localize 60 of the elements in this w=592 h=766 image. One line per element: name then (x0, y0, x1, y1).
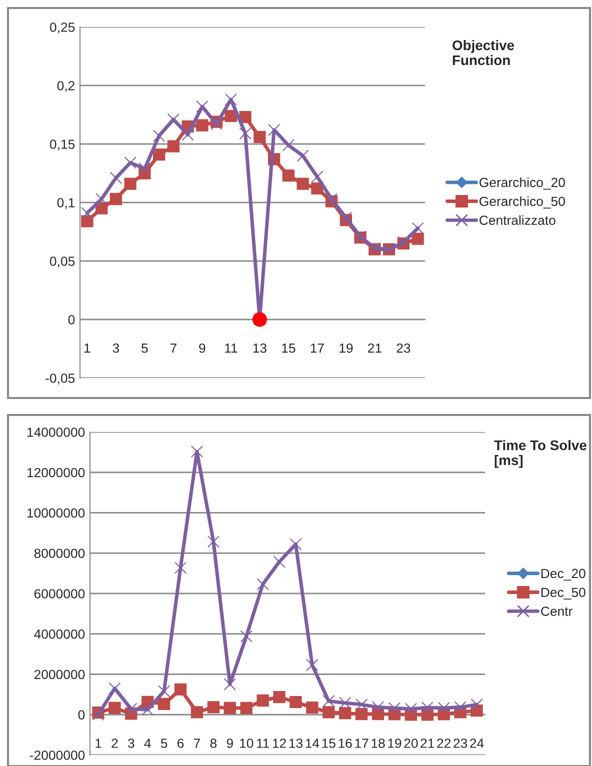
y-tick-label: 0,2 (57, 81, 74, 92)
x-tick-label: 21 (420, 738, 434, 748)
y-tick-label: 0,05 (50, 256, 75, 268)
x-tick-label: 14 (306, 738, 320, 748)
y-tick-label: 10000000 (27, 508, 85, 518)
legend-label: Dec_20 (541, 568, 586, 581)
x-tick-label: 5 (160, 738, 168, 748)
x-tick-label: 7 (194, 738, 200, 748)
text: Time To Solve [ms] (494, 440, 586, 468)
y-tick-label: 0 (78, 710, 85, 720)
x-tick-label: 9 (199, 343, 206, 353)
x-tick-label: 11 (256, 738, 270, 748)
y-tick-label: 4000000 (34, 629, 85, 639)
x-tick-label: 3 (112, 343, 120, 353)
x-tick-label: 1 (84, 344, 90, 353)
y-tick-label: -0,05 (46, 374, 75, 384)
x-tick-label: 9 (226, 738, 233, 748)
y-tick-label: -2000000 (30, 750, 85, 760)
x-tick-label: 18 (372, 738, 385, 748)
x-tick-label: 1 (96, 738, 102, 748)
x-tick-label: 4 (144, 738, 151, 748)
x-tick-label: 7 (170, 344, 176, 353)
y-tick-label: 0,25 (50, 22, 75, 34)
legend-label: Dec_50 (541, 588, 586, 600)
x-tick-label: 6 (178, 738, 184, 748)
y-tick-label: 0,15 (50, 140, 75, 150)
legend-label: Centralizzato (480, 215, 556, 225)
x-tick-label: 24 (470, 738, 484, 748)
x-tick-label: 19 (388, 738, 402, 748)
y-tick-label: 14000000 (27, 428, 85, 437)
x-tick-label: 23 (454, 738, 468, 748)
x-tick-label: 5 (142, 344, 148, 353)
x-tick-label: 17 (310, 344, 324, 353)
y-tick-label: 0 (68, 315, 75, 324)
y-tick-label: 2000000 (34, 670, 85, 680)
x-tick-label: 15 (322, 738, 336, 748)
legend-label: Gerarchico_50 (480, 196, 565, 209)
x-tick-label: 19 (340, 343, 353, 353)
x-tick-label: 3 (128, 738, 134, 748)
x-tick-label: 12 (272, 738, 286, 748)
legend-label: Gerarchico_20 (480, 177, 565, 190)
text: Objective Function (452, 40, 514, 66)
x-tick-label: 23 (396, 343, 410, 353)
y-tick-label: 12000000 (27, 468, 85, 478)
x-tick-label: 10 (240, 738, 254, 748)
x-tick-label: 21 (368, 343, 382, 353)
x-tick-label: 17 (355, 738, 368, 748)
y-tick-label: 8000000 (34, 548, 85, 558)
x-tick-label: 22 (437, 738, 451, 748)
x-tick-label: 8 (210, 738, 217, 748)
x-tick-label: 20 (404, 738, 418, 748)
legend-label: Centr (541, 606, 572, 616)
y-tick-label: 6000000 (34, 589, 85, 598)
y-tick-label: 0,1 (57, 198, 74, 209)
x-tick-label: 13 (289, 738, 302, 748)
x-tick-label: 16 (338, 738, 352, 748)
x-tick-label: 2 (112, 738, 118, 748)
x-tick-label: 11 (225, 344, 238, 353)
x-tick-label: 13 (253, 343, 266, 353)
x-tick-label: 15 (282, 344, 296, 353)
